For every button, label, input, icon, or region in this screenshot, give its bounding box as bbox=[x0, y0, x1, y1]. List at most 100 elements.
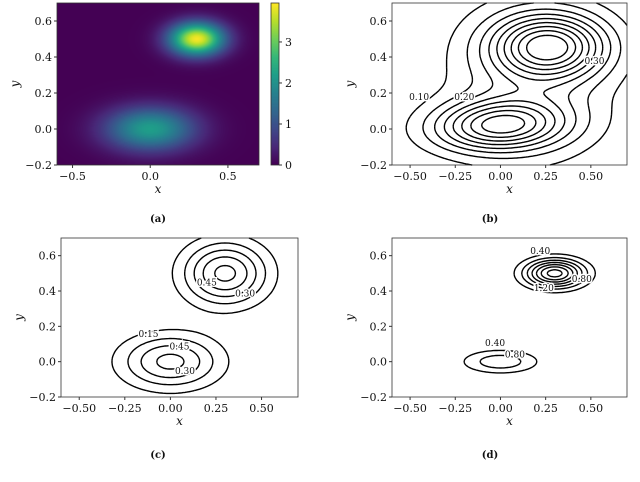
colorbar-tick-label: 0 bbox=[285, 159, 292, 172]
y-tick-label: 0.2 bbox=[370, 320, 388, 333]
x-axis-label: x bbox=[176, 414, 183, 428]
y-axis-label: y bbox=[12, 314, 26, 322]
panel-caption: (c) bbox=[150, 450, 166, 461]
contour-label: 0.30 bbox=[584, 57, 604, 67]
y-tick-label: 0.0 bbox=[370, 123, 388, 136]
contour-line-2.8 bbox=[546, 269, 563, 278]
x-tick-label: 0.00 bbox=[488, 402, 513, 415]
panel-d: 0.401.200.800.400.80−0.50 −0.25 0.00 0.25 0.… bbox=[343, 237, 628, 461]
y-tick-label: 0.4 bbox=[39, 285, 57, 298]
y-tick-label: 0.2 bbox=[39, 320, 57, 333]
y-tick-label: −0.2 bbox=[29, 391, 56, 404]
y-axis-label: y bbox=[343, 314, 357, 322]
y-tick-label: −0.2 bbox=[360, 391, 387, 404]
contour-label: 0.40 bbox=[530, 247, 550, 257]
contour-label: 0.45 bbox=[197, 279, 217, 289]
contour-label: 0.40 bbox=[485, 339, 505, 349]
contour-label: 0.20 bbox=[454, 93, 474, 103]
contour-label: 0.10 bbox=[409, 93, 429, 103]
y-tick-label: 0.6 bbox=[39, 250, 57, 263]
heatmap-image bbox=[57, 3, 259, 165]
x-tick-label: 0.00 bbox=[158, 402, 183, 415]
x-axis-label: x bbox=[506, 414, 513, 428]
x-tick-label: 0.50 bbox=[249, 402, 274, 415]
x-tick-label: 0.25 bbox=[533, 402, 558, 415]
contour-line-0.05 bbox=[405, 2, 628, 166]
contour-line-0.15 bbox=[434, 8, 612, 154]
contour-line-0.8 bbox=[479, 256, 589, 369]
x-tick-label: 0.5 bbox=[219, 170, 237, 183]
panel-a: 0 1 2 3 −0.5 0.0 0.5 −0.2 0.0 0.2 0.4 0.6 x y (a) bbox=[8, 2, 292, 225]
x-tick-label: −0.25 bbox=[438, 170, 472, 183]
x-tick-label: 0.25 bbox=[533, 170, 558, 183]
colorbar-tick-label: 1 bbox=[285, 118, 292, 131]
contour-label: 0.15 bbox=[138, 330, 158, 340]
contour-line-0.35 bbox=[470, 25, 584, 138]
y-tick-label: 0.2 bbox=[370, 87, 388, 100]
x-tick-label: −0.25 bbox=[108, 402, 142, 415]
contour-line-0.15 bbox=[111, 237, 279, 395]
y-axis-label: y bbox=[8, 80, 22, 88]
contour-line-0.1 bbox=[422, 2, 622, 160]
colorbar-tick-label: 3 bbox=[285, 36, 292, 49]
colorbar-gradient bbox=[271, 3, 279, 165]
y-tick-label: 0.0 bbox=[39, 356, 57, 369]
y-tick-label: −0.2 bbox=[360, 159, 387, 172]
contour-line-0.6 bbox=[156, 256, 248, 370]
axes-frame bbox=[391, 2, 628, 166]
contour-line-0.3 bbox=[127, 242, 267, 386]
x-tick-label: 0.50 bbox=[579, 402, 604, 415]
contour-line-0.45 bbox=[526, 34, 569, 61]
axes-frame bbox=[60, 237, 299, 398]
panel-b: 0.10 0.20 0.30 −0.50 −0.25 0.00 0.25 0.50 −0.2 0.… bbox=[343, 2, 628, 225]
contour-line-0.4 bbox=[463, 253, 596, 374]
y-tick-label: 0.4 bbox=[35, 51, 53, 64]
contour-line-2.4 bbox=[540, 266, 569, 281]
y-tick-label: 0.0 bbox=[35, 123, 53, 136]
y-tick-label: 0.6 bbox=[370, 15, 388, 28]
contour-label: 0.80 bbox=[572, 275, 592, 285]
x-tick-label: −0.50 bbox=[393, 170, 427, 183]
y-tick-label: 0.4 bbox=[370, 51, 388, 64]
contour-label: 0.30 bbox=[235, 289, 255, 299]
contour-label: 0.30 bbox=[175, 367, 195, 377]
y-tick-label: 0.6 bbox=[35, 15, 53, 28]
x-tick-label: −0.50 bbox=[393, 402, 427, 415]
y-tick-label: 0.0 bbox=[370, 356, 388, 369]
colorbar: 0 1 2 3 bbox=[270, 2, 292, 172]
contour-label: 0.45 bbox=[169, 342, 189, 352]
y-tick-label: 0.2 bbox=[35, 87, 53, 100]
contour-line-0.2 bbox=[443, 13, 604, 150]
axes-frame bbox=[56, 2, 260, 166]
x-tick-label: 0.50 bbox=[579, 170, 604, 183]
y-tick-label: 0.6 bbox=[370, 250, 388, 263]
contour-line-0.75 bbox=[214, 264, 237, 282]
panel-caption: (b) bbox=[482, 214, 498, 225]
colorbar-frame bbox=[270, 2, 280, 166]
y-tick-label: 0.4 bbox=[370, 285, 388, 298]
contour-label: 0.80 bbox=[505, 350, 525, 360]
x-axis-label: x bbox=[506, 182, 513, 196]
contour-line-0.3 bbox=[461, 21, 590, 142]
x-tick-label: −0.5 bbox=[59, 170, 86, 183]
contour-line-0.4 bbox=[481, 30, 577, 134]
panel-caption: (d) bbox=[482, 450, 498, 461]
panel-caption: (a) bbox=[150, 214, 166, 225]
colorbar-tick-label: 2 bbox=[285, 77, 292, 90]
contour-line-1.6 bbox=[531, 261, 578, 285]
x-tick-label: 0.00 bbox=[488, 170, 513, 183]
x-tick-label: 0.25 bbox=[204, 402, 229, 415]
panel-c: 0.15 0.45 0.30 0.45 0.30 −0.50 −0.25 0.00 0.25 0.… bbox=[12, 237, 299, 461]
axes-frame bbox=[391, 237, 628, 398]
contour-label: 1.20 bbox=[534, 284, 554, 294]
x-axis-label: x bbox=[155, 182, 162, 196]
contour-line-2 bbox=[535, 263, 574, 283]
contour-line-0.45 bbox=[140, 249, 257, 379]
x-tick-label: 0.0 bbox=[141, 170, 159, 183]
x-tick-label: −0.25 bbox=[438, 402, 472, 415]
contour-line-1.2 bbox=[526, 259, 583, 288]
y-axis-label: y bbox=[343, 80, 357, 88]
contour-line-0.25 bbox=[452, 17, 597, 146]
y-tick-label: −0.2 bbox=[25, 159, 52, 172]
